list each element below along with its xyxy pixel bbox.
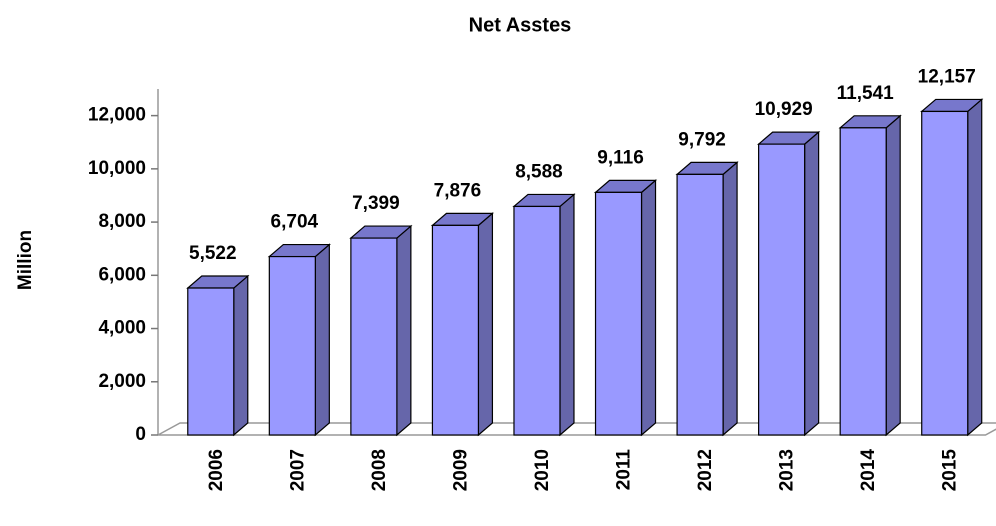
y-tick-label: 12,000	[88, 105, 146, 126]
x-tick-label: 2013	[777, 449, 798, 491]
value-label: 10,929	[755, 99, 813, 120]
bar	[758, 143, 806, 436]
bar	[350, 237, 398, 436]
value-label: 5,522	[189, 243, 237, 264]
bar	[513, 205, 561, 436]
x-tick-label: 2007	[287, 449, 308, 491]
bar-side	[967, 98, 983, 437]
bar	[921, 110, 969, 436]
value-label: 12,157	[918, 66, 976, 87]
value-label: 6,704	[271, 212, 319, 233]
x-tick-label: 2012	[695, 449, 716, 491]
bar-side	[314, 243, 330, 437]
bar-side	[885, 114, 901, 437]
value-label: 7,399	[352, 193, 400, 214]
bar-side	[396, 224, 412, 437]
bar	[594, 191, 643, 436]
y-tick-label: 10,000	[88, 158, 146, 179]
bar-side	[559, 193, 575, 437]
bar	[676, 173, 724, 436]
bar-side	[477, 212, 494, 437]
value-label: 11,541	[837, 83, 894, 104]
chart-title: Net Asstes	[469, 14, 572, 36]
y-tick-label: 4,000	[98, 318, 146, 339]
y-tick-label: 0	[135, 424, 146, 445]
x-tick-label: 2006	[206, 449, 227, 491]
value-label: 9,792	[678, 129, 726, 150]
value-label: 9,116	[597, 147, 644, 168]
value-label: 8,588	[515, 161, 563, 182]
y-tick-label: 8,000	[98, 211, 146, 232]
y-tick-label: 2,000	[98, 371, 146, 392]
bar-side	[722, 161, 738, 437]
x-tick-label: 2014	[858, 449, 879, 492]
bar	[268, 255, 316, 436]
bar-side	[640, 179, 657, 437]
x-tick-label: 2008	[369, 449, 390, 491]
value-label: 7,876	[434, 180, 482, 201]
bar	[431, 224, 480, 436]
y-tick-label: 6,000	[98, 264, 146, 285]
x-tick-label: 2009	[450, 449, 471, 491]
y-axis-label: Million	[15, 230, 36, 290]
bar	[839, 127, 887, 436]
bar-side	[804, 130, 820, 437]
bar-side	[233, 274, 249, 437]
x-tick-label: 2015	[940, 449, 961, 492]
bar	[187, 287, 235, 436]
x-tick-label: 2010	[532, 449, 553, 491]
x-tick-label: 2011	[614, 449, 635, 491]
